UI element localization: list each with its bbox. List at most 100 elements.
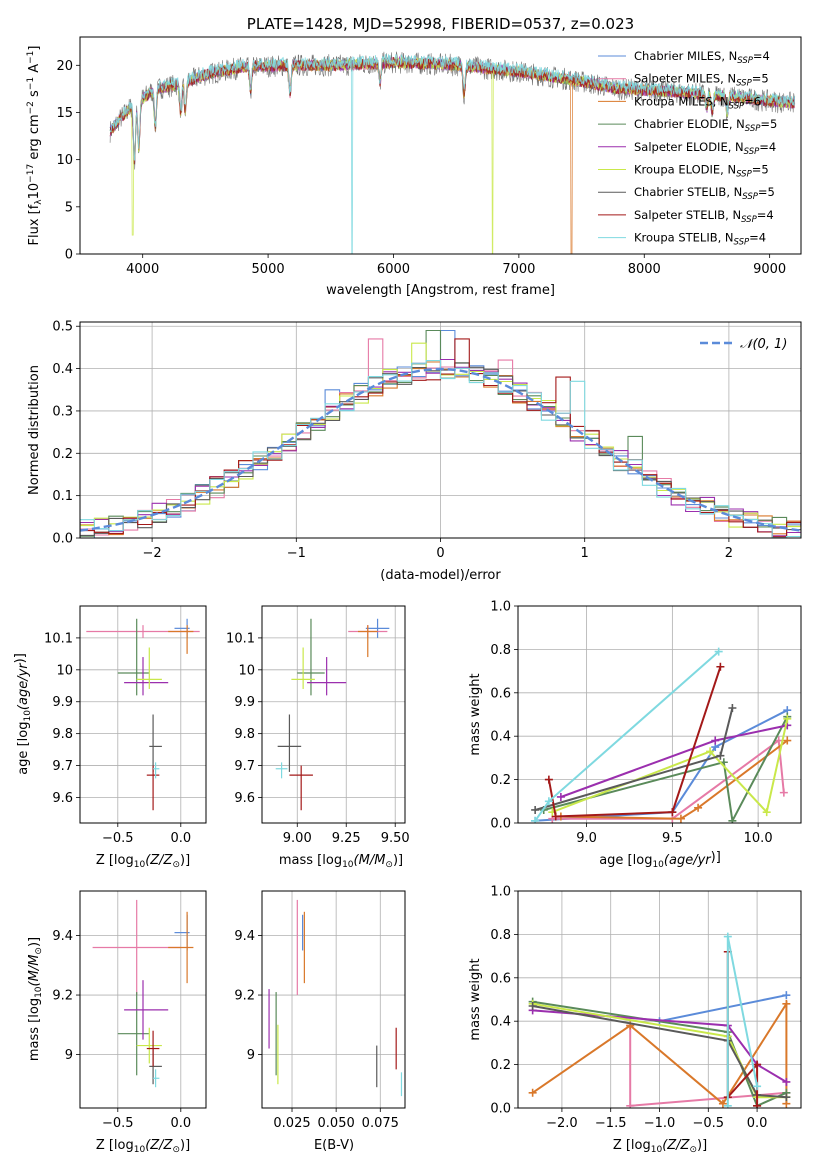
x-axis-label: mass [log10(M/M⊙)] <box>279 853 403 870</box>
weight-line <box>659 994 787 1023</box>
gridlines <box>262 891 405 1108</box>
error-point <box>124 980 169 1040</box>
y-tick-label: 10.1 <box>226 631 255 646</box>
y-tick-label: 0.0 <box>490 817 511 832</box>
y-tick-label: 9.8 <box>52 727 73 742</box>
x-tick-label: 0.050 <box>318 1116 355 1131</box>
y-tick-label: 0.3 <box>52 404 73 419</box>
axes-frame <box>79 890 207 1109</box>
y-axis-label: Normed distribution <box>27 365 42 495</box>
weight-line <box>560 739 788 820</box>
legend-entry: Chabrier MILES, NSSP=4 <box>634 49 770 66</box>
x-axis-label: E(B-V) <box>314 1138 354 1153</box>
error-point <box>136 1027 162 1064</box>
x-axis-label: Z [log10(Z/Z⊙)] <box>96 853 190 870</box>
weight-marker <box>676 814 685 823</box>
x-axis-label: age [log10(age/yr)] <box>599 850 721 870</box>
weight-line <box>532 1009 787 1083</box>
weight-line <box>547 666 722 818</box>
axes-frame <box>517 605 802 824</box>
weight-marker <box>728 703 737 712</box>
weight-series <box>556 736 792 823</box>
weight-marker <box>723 1101 732 1108</box>
x-tick-label: −0.5 <box>102 831 134 846</box>
y-tick-label: 0.5 <box>52 320 73 335</box>
weight-marker <box>783 736 792 745</box>
y-tick-label: 9.7 <box>234 759 255 774</box>
weight-line <box>543 716 789 823</box>
x-tick-label: 9.5 <box>662 831 683 846</box>
Z-mass-chart: −0.5 0.0 9 9.2 9.4 Z [log10(Z/Z⊙)] mass [log10… <box>27 890 207 1155</box>
weight-marker <box>782 991 791 1000</box>
y-tick-label: 0.0 <box>490 1102 511 1117</box>
y-axis-label: age [log10(age/yr)] <box>13 653 33 775</box>
y-tick-label: 10 <box>56 663 73 678</box>
x-tick-label: 0.0 <box>747 1116 768 1131</box>
error-point <box>289 765 313 811</box>
legend-entry: Salpeter STELIB, NSSP=4 <box>634 208 774 225</box>
y-tick-label: 15 <box>56 106 73 121</box>
chart-title: PLATE=1428, MJD=52998, FIBERID=0537, z=0… <box>247 15 634 33</box>
x-tick-label: −2.0 <box>546 1116 578 1131</box>
weight-marker <box>716 751 725 760</box>
error-point <box>153 762 160 779</box>
y-tick-label: 9 <box>65 1048 73 1063</box>
weight-marker <box>531 805 540 814</box>
y-axis-label: mass [log10(M/M⊙)] <box>27 937 44 1061</box>
error-point <box>149 714 162 772</box>
gridlines <box>518 890 801 1109</box>
weight-marker <box>716 662 725 671</box>
weight-series <box>531 647 723 823</box>
error-point <box>117 992 150 1076</box>
x-axis-label: Z [log10(Z/Z⊙)] <box>613 1138 707 1155</box>
weight-plot <box>528 932 791 1108</box>
weight-marker <box>782 999 791 1008</box>
mass-age-chart: 9.00 9.25 9.50 9.6 9.7 9.8 9.9 10 10.1 mass [log1… <box>226 605 410 870</box>
axes-frame <box>517 890 802 1109</box>
y-tick-label: 0.6 <box>490 686 511 701</box>
x-tick-label: 9.25 <box>332 831 361 846</box>
Z-age-chart: −0.5 0.0 9.6 9.7 9.8 9.9 10 10.1 Z [log10(Z/Z⊙)]… <box>13 605 207 870</box>
x-tick-label: 0.0 <box>170 1116 191 1131</box>
error-point <box>153 1069 160 1088</box>
legend-entry: Chabrier ELODIE, NSSP=5 <box>634 117 777 134</box>
weight-marker <box>544 775 553 784</box>
weight-marker <box>551 812 560 821</box>
weight-marker <box>782 1077 791 1086</box>
axes-frame <box>261 605 406 824</box>
weight-series <box>531 703 737 814</box>
weight-marker <box>528 1088 537 1097</box>
gaussian-curve <box>80 367 801 532</box>
y-axis-label: mass weight <box>468 958 483 1040</box>
error-point <box>168 911 194 984</box>
weight-marker <box>774 736 783 745</box>
x-tick-label: −0.5 <box>102 1116 134 1131</box>
legend-entry: Chabrier STELIB, NSSP=5 <box>634 185 775 202</box>
Z-weight-chart: −2.0 −1.5 −1.0 −0.5 0.0 0.0 0.2 0.4 0.6 0.8 1.0 mas… <box>468 885 802 1155</box>
errorbar-plot <box>268 899 403 1097</box>
y-tick-label: 0.1 <box>52 489 73 504</box>
x-tick-label: 6000 <box>377 262 410 277</box>
weight-marker <box>779 788 788 797</box>
weight-marker <box>626 1101 635 1108</box>
axes-frame <box>261 890 406 1109</box>
weight-plot <box>531 647 792 823</box>
legend-entry: Kroupa STELIB, NSSP=4 <box>634 231 766 248</box>
errorbar-plot <box>275 618 390 811</box>
weight-marker <box>556 792 565 801</box>
x-tick-label: −2 <box>143 546 162 561</box>
weight-marker <box>706 747 715 756</box>
y-tick-label: 9.6 <box>234 791 255 806</box>
y-tick-label: 0.0 <box>52 532 73 547</box>
weight-line <box>726 951 759 1106</box>
spectrum-plot <box>109 51 796 254</box>
weight-marker <box>762 808 771 817</box>
y-tick-label: 0.2 <box>52 447 73 462</box>
weight-marker <box>528 1002 537 1011</box>
error-point <box>92 899 181 996</box>
y-tick-label: 9.4 <box>52 929 73 944</box>
spectrum-chart: 4000 5000 6000 7000 8000 9000 0 5 10 15 20 PLATE=14… <box>26 15 802 298</box>
weight-marker <box>711 736 720 745</box>
weight-marker <box>753 1101 762 1108</box>
weight-series <box>655 991 791 1026</box>
